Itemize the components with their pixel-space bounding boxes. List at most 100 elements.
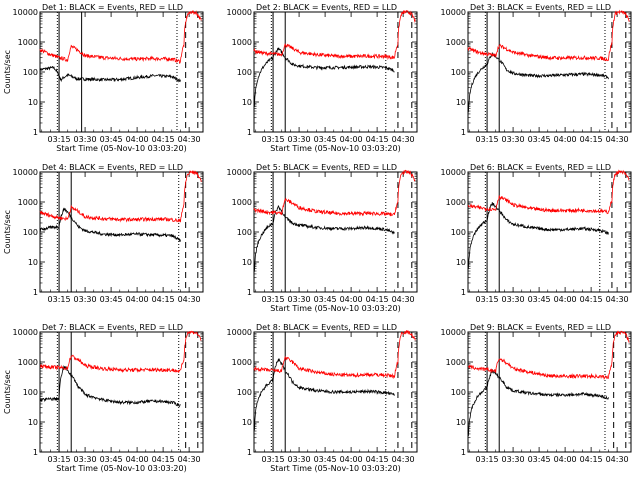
panel-det-8: Det 8: BLACK = Events, RED = LLD 1 10 100 10… xyxy=(227,323,418,473)
x-axis-label: Start Time (05-Nov-10 03:03:20) xyxy=(270,464,400,473)
x-tick-label: 04:00 xyxy=(340,295,363,304)
x-tick-label: 03:30 xyxy=(288,295,311,304)
panel-title: Det 5: BLACK = Events, RED = LLD xyxy=(256,163,397,172)
series-line-lld xyxy=(253,169,416,217)
y-tick-label: 10 xyxy=(456,418,466,427)
y-tick-label: 100 xyxy=(23,388,38,397)
y-tick-label: 10000 xyxy=(227,8,252,17)
x-tick-label: 03:30 xyxy=(74,295,97,304)
series-line-lld xyxy=(253,329,416,380)
x-tick-label: 03:45 xyxy=(100,295,123,304)
panel-det-7: Det 7: BLACK = Events, RED = LLD 1 10 100 10… xyxy=(3,323,204,473)
series-line-lld xyxy=(467,330,630,380)
series-line-events xyxy=(468,51,609,113)
y-tick-label: 1 xyxy=(461,448,466,457)
y-tick-label: 100 xyxy=(237,388,252,397)
x-tick-label: 03:15 xyxy=(476,455,499,464)
y-tick-label: 1000 xyxy=(232,38,252,47)
x-axis-label: Start Time (05-Nov-10 03:03:20) xyxy=(56,144,186,153)
y-tick-label: 10 xyxy=(242,98,252,107)
panel-title: Det 6: BLACK = Events, RED = LLD xyxy=(470,163,611,172)
x-tick-label: 04:00 xyxy=(554,295,577,304)
series-line-lld xyxy=(39,170,202,223)
y-tick-label: 1000 xyxy=(18,358,38,367)
x-tick-label: 03:15 xyxy=(262,295,285,304)
panel-title: Det 8: BLACK = Events, RED = LLD xyxy=(256,323,397,332)
y-tick-label: 1 xyxy=(33,128,38,137)
panel-det-6: Det 6: BLACK = Events, RED = LLD 1 10 100 10… xyxy=(441,163,632,304)
plot-frame xyxy=(467,11,632,133)
y-tick-label: 10 xyxy=(28,418,38,427)
x-tick-label: 03:45 xyxy=(100,455,123,464)
x-tick-label: 03:45 xyxy=(528,455,551,464)
y-tick-label: 10 xyxy=(242,418,252,427)
y-tick-label: 100 xyxy=(451,388,466,397)
y-tick-label: 1000 xyxy=(232,198,252,207)
series-line-events xyxy=(468,202,609,269)
x-tick-label: 03:30 xyxy=(74,135,97,144)
series-line-lld xyxy=(253,9,416,61)
x-tick-label: 04:15 xyxy=(580,295,603,304)
panel-title: Det 3: BLACK = Events, RED = LLD xyxy=(470,3,611,12)
y-tick-label: 10000 xyxy=(227,328,252,337)
x-tick-label: 04:30 xyxy=(178,455,201,464)
x-tick-label: 04:00 xyxy=(340,135,363,144)
x-tick-label: 03:30 xyxy=(74,455,97,464)
y-tick-label: 100 xyxy=(237,228,252,237)
y-tick-label: 1 xyxy=(247,448,252,457)
series-line-events xyxy=(254,357,395,431)
x-tick-label: 04:00 xyxy=(126,135,149,144)
y-tick-label: 10 xyxy=(456,98,466,107)
x-tick-label: 04:00 xyxy=(554,455,577,464)
y-tick-label: 10 xyxy=(28,98,38,107)
panel-det-2: Det 2: BLACK = Events, RED = LLD 1 10 100 10… xyxy=(227,3,418,153)
x-tick-label: 04:00 xyxy=(340,455,363,464)
series-line-events xyxy=(254,47,395,107)
series-line-events xyxy=(39,65,181,83)
x-tick-label: 04:15 xyxy=(366,295,389,304)
x-tick-label: 04:00 xyxy=(554,135,577,144)
plot-frame xyxy=(39,11,204,133)
x-tick-label: 04:30 xyxy=(606,295,629,304)
x-tick-label: 03:45 xyxy=(314,135,337,144)
x-tick-label: 03:30 xyxy=(502,455,525,464)
panel-det-3: Det 3: BLACK = Events, RED = LLD 1 10 100 10… xyxy=(441,3,632,144)
y-tick-label: 10 xyxy=(456,258,466,267)
y-tick-label: 10000 xyxy=(13,168,38,177)
x-tick-label: 03:45 xyxy=(528,295,551,304)
series-line-events xyxy=(468,368,609,437)
series-line-lld xyxy=(467,169,630,215)
y-tick-label: 100 xyxy=(237,68,252,77)
panel-det-9: Det 9: BLACK = Events, RED = LLD 1 10 100 10… xyxy=(441,323,632,464)
y-tick-label: 10000 xyxy=(441,328,466,337)
y-tick-label: 10000 xyxy=(13,328,38,337)
y-tick-label: 1 xyxy=(247,288,252,297)
series-line-lld xyxy=(39,10,202,64)
y-tick-label: 1000 xyxy=(232,358,252,367)
x-tick-label: 04:15 xyxy=(152,455,175,464)
x-tick-label: 03:15 xyxy=(48,455,71,464)
panel-title: Det 2: BLACK = Events, RED = LLD xyxy=(256,3,397,12)
y-tick-label: 1 xyxy=(461,288,466,297)
series-line-events xyxy=(254,204,395,272)
x-tick-label: 03:15 xyxy=(262,135,285,144)
x-tick-label: 04:15 xyxy=(580,455,603,464)
x-tick-label: 04:15 xyxy=(152,295,175,304)
y-tick-label: 10 xyxy=(242,258,252,267)
x-axis-label: Start Time (05-Nov-10 03:03:20) xyxy=(56,464,186,473)
plot-frame xyxy=(253,11,418,133)
panel-det-4: Det 4: BLACK = Events, RED = LLD 1 10 100 10… xyxy=(3,163,204,304)
x-tick-label: 04:30 xyxy=(606,135,629,144)
y-tick-label: 100 xyxy=(23,228,38,237)
panel-title: Det 1: BLACK = Events, RED = LLD xyxy=(42,3,183,12)
y-tick-label: 100 xyxy=(451,68,466,77)
series-line-events xyxy=(39,207,181,243)
y-tick-label: 1 xyxy=(461,128,466,137)
x-tick-label: 03:30 xyxy=(288,135,311,144)
y-tick-label: 10000 xyxy=(227,168,252,177)
x-tick-label: 04:30 xyxy=(392,455,415,464)
x-tick-label: 03:30 xyxy=(502,135,525,144)
x-tick-label: 03:45 xyxy=(100,135,123,144)
x-tick-label: 03:45 xyxy=(314,295,337,304)
panel-title: Det 9: BLACK = Events, RED = LLD xyxy=(470,323,611,332)
